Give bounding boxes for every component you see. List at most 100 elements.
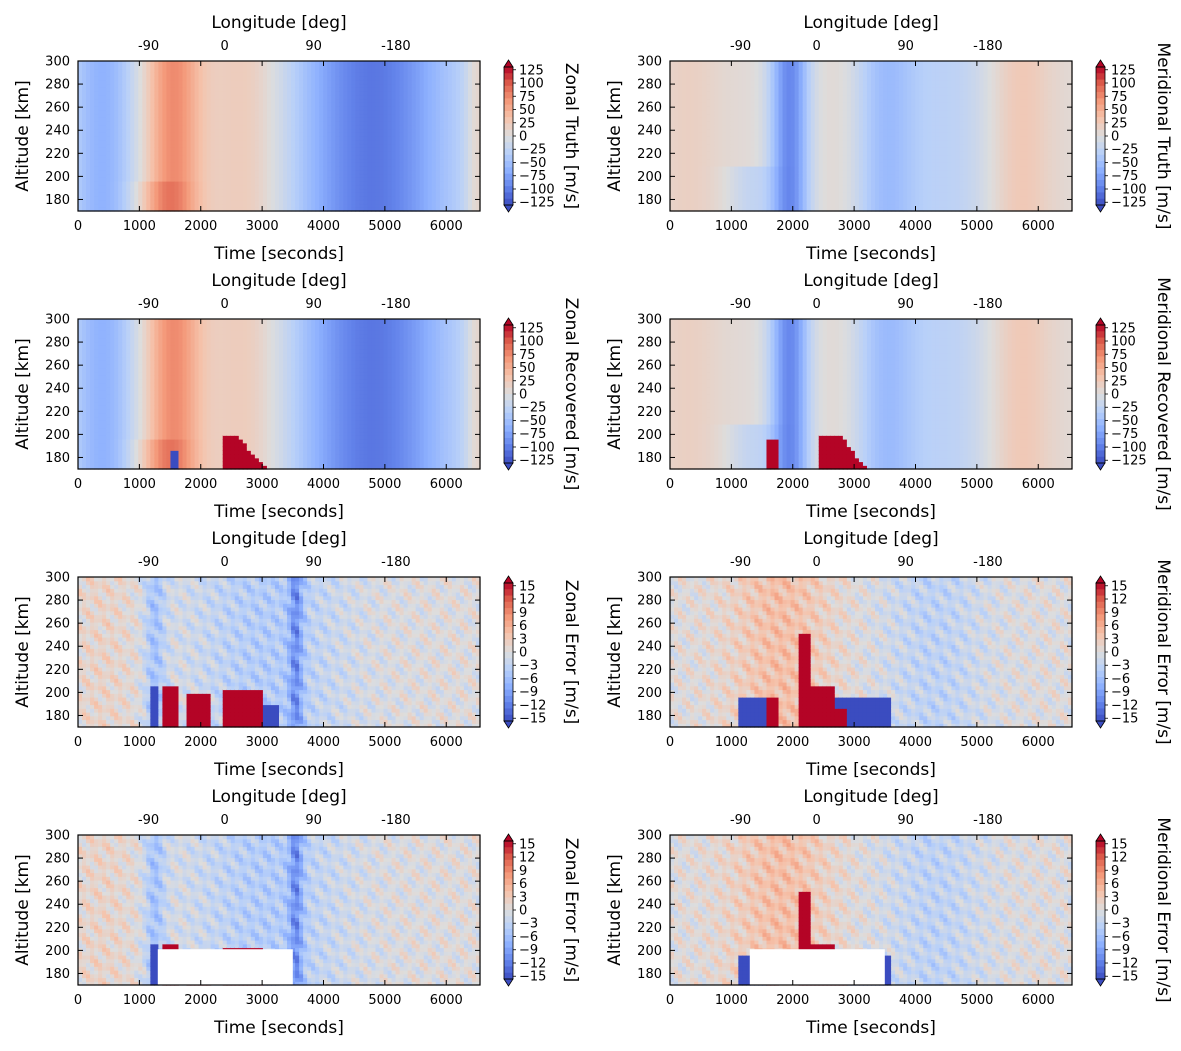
heatmap-cell (436, 144, 441, 148)
heatmap-cell (726, 166, 731, 170)
heatmap-cell (670, 76, 675, 80)
heatmap-cell (187, 125, 192, 129)
heatmap-cell (456, 99, 461, 103)
heatmap-cell (130, 185, 135, 189)
heatmap-cell (231, 129, 236, 133)
heatmap-cell (150, 192, 155, 196)
heatmap-cell (207, 192, 212, 196)
heatmap-cell (327, 76, 332, 80)
heatmap-cell (734, 121, 739, 125)
heatmap-cell (146, 136, 151, 140)
heatmap-cell (396, 129, 401, 133)
heatmap-cell (420, 174, 425, 178)
heatmap-cell (134, 76, 139, 80)
heatmap-cell (375, 121, 380, 125)
heatmap-cell (211, 181, 216, 185)
heatmap-cell (738, 87, 743, 91)
heatmap-cell (367, 174, 372, 178)
heatmap-cell (412, 166, 417, 170)
heatmap-cell (231, 189, 236, 193)
heatmap-cell (460, 132, 465, 136)
heatmap-cell (367, 110, 372, 114)
heatmap-cell (162, 91, 167, 95)
heatmap-cell (231, 114, 236, 118)
heatmap-cell (90, 144, 95, 148)
heatmap-cell (363, 132, 368, 136)
heatmap-cell (722, 110, 727, 114)
heatmap-cell (118, 181, 123, 185)
heatmap-cell (750, 185, 755, 189)
heatmap-cell (170, 95, 175, 99)
heatmap-cell (432, 132, 437, 136)
heatmap-cell (375, 144, 380, 148)
heatmap-cell (191, 87, 196, 91)
heatmap-cell (371, 117, 376, 121)
heatmap-cell (380, 95, 385, 99)
heatmap-cell (114, 102, 119, 106)
heatmap-cell (199, 147, 204, 151)
heatmap-cell (267, 84, 272, 88)
heatmap-cell (82, 125, 87, 129)
heatmap-cell (351, 196, 356, 200)
heatmap-cell (166, 192, 171, 196)
heatmap-cell (682, 110, 687, 114)
heatmap-cell (400, 174, 405, 178)
heatmap-cell (702, 69, 707, 73)
heatmap-cell (263, 136, 268, 140)
heatmap-cell (468, 121, 473, 125)
heatmap-cell (130, 99, 135, 103)
heatmap-cell (191, 91, 196, 95)
heatmap-cell (110, 84, 115, 88)
heatmap-cell (343, 125, 348, 129)
heatmap-cell (682, 117, 687, 121)
heatmap-cell (247, 159, 252, 163)
heatmap-cell (82, 61, 87, 65)
heatmap-cell (714, 69, 719, 73)
heatmap-cell (219, 129, 224, 133)
heatmap-cell (199, 140, 204, 144)
heatmap-cell (191, 132, 196, 136)
heatmap-cell (279, 87, 284, 91)
heatmap-cell (98, 117, 103, 121)
heatmap-cell (347, 80, 352, 84)
heatmap-cell (738, 99, 743, 103)
heatmap-cell (94, 147, 99, 151)
heatmap-cell (203, 200, 208, 204)
heatmap-cell (191, 177, 196, 181)
heatmap-cell (351, 204, 356, 208)
heatmap-cell (267, 61, 272, 65)
heatmap-cell (400, 125, 405, 129)
heatmap-cell (207, 117, 212, 121)
heatmap-cell (436, 87, 441, 91)
heatmap-cell (380, 65, 385, 69)
heatmap-cell (191, 147, 196, 151)
heatmap-cell (758, 151, 763, 155)
heatmap-cell (227, 69, 232, 73)
heatmap-cell (327, 147, 332, 151)
heatmap-cell (347, 204, 352, 208)
heatmap-cell (734, 147, 739, 151)
heatmap-cell (126, 95, 131, 99)
heatmap-cell (380, 129, 385, 133)
heatmap-cell (154, 80, 159, 84)
heatmap-cell (154, 196, 159, 200)
heatmap-cell (86, 106, 91, 110)
heatmap-cell (432, 162, 437, 166)
heatmap-cell (738, 129, 743, 133)
heatmap-cell (468, 84, 473, 88)
heatmap-cell (444, 110, 449, 114)
heatmap-cell (690, 192, 695, 196)
heatmap-cell (746, 192, 751, 196)
heatmap-cell (456, 95, 461, 99)
heatmap-cell (138, 121, 143, 125)
heatmap-cell (259, 166, 264, 170)
heatmap-cell (106, 84, 111, 88)
heatmap-cell (130, 102, 135, 106)
heatmap-cell (158, 177, 163, 181)
heatmap-cell (150, 155, 155, 159)
heatmap-cell (424, 132, 429, 136)
heatmap-cell (690, 147, 695, 151)
heatmap-cell (428, 196, 433, 200)
heatmap-cell (319, 72, 324, 76)
heatmap-cell (311, 91, 316, 95)
